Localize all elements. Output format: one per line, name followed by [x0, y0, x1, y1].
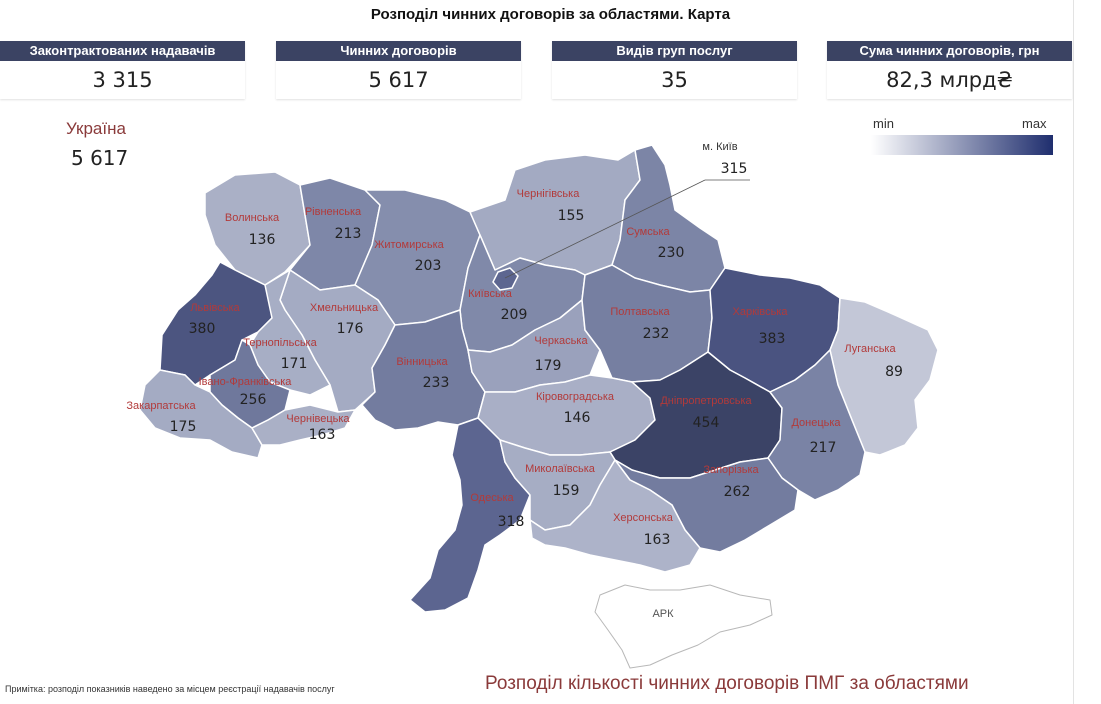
- kpi-value: 3 315: [92, 68, 153, 92]
- country-value: 5 617: [71, 146, 129, 170]
- region-label-zakarpatska: Закарпатська: [126, 400, 196, 412]
- region-label-ivano-frankivska: Івано-Франківська: [199, 376, 293, 388]
- region-label-dnipropetrovska: Дніпропетровська: [660, 395, 752, 407]
- region-value-poltavska: 232: [643, 326, 670, 342]
- region-label-kyiv-city: м. Київ: [702, 141, 737, 153]
- footnote: Примітка: розподіл показників наведено з…: [5, 684, 335, 694]
- kpi-value: 5 617: [368, 68, 429, 92]
- region-donetska[interactable]: [767, 349, 866, 501]
- kpi-card-contracts: Чинних договорів 5 617: [276, 41, 521, 99]
- legend-max-label: max: [1022, 116, 1047, 131]
- region-value-khmelnytska: 176: [337, 321, 364, 337]
- region-label-odeska: Одеська: [470, 492, 514, 504]
- region-chernivetska[interactable]: [251, 404, 356, 446]
- country-label: Україна: [66, 119, 126, 138]
- kpi-value: 35: [661, 68, 688, 92]
- kpi-label: Видів груп послуг: [552, 41, 797, 61]
- region-label-rivnenska: Рівненська: [305, 206, 362, 218]
- region-value-volynska: 136: [249, 232, 276, 248]
- region-label-chernihivska: Чернігівська: [517, 188, 581, 200]
- region-label-volynska: Волинська: [225, 212, 280, 224]
- region-value-dnipropetrovska: 454: [693, 415, 720, 431]
- region-ternopilska[interactable]: [249, 269, 331, 396]
- kpi-label: Чинних договорів: [276, 41, 521, 61]
- region-label-vinnytska: Вінницька: [396, 356, 448, 368]
- kpi-card-contract-sum: Сума чинних договорів, грн 82,3 млрд₴: [827, 41, 1072, 99]
- region-label-kirovohradska: Кіровоградська: [536, 391, 615, 403]
- region-label-zhytomyrska: Житомирська: [374, 239, 444, 251]
- region-value-sumska: 230: [658, 245, 685, 261]
- region-value-zakarpatska: 175: [170, 419, 197, 435]
- region-label-sumska: Сумська: [626, 226, 670, 238]
- region-label-luhanska: Луганська: [844, 343, 896, 355]
- region-value-ternopilska: 171: [281, 356, 308, 372]
- panel-divider: [1073, 0, 1074, 704]
- kyiv-callout-line: [504, 179, 706, 279]
- region-value-rivnenska: 213: [335, 226, 362, 242]
- kpi-value: 82,3 млрд₴: [886, 68, 1013, 92]
- region-label-khmelnytska: Хмельницька: [310, 302, 379, 314]
- region-label-mykolaivska: Миколаївська: [525, 463, 596, 475]
- kpi-label: Сума чинних договорів, грн: [827, 41, 1072, 61]
- region-value-zaporizka: 262: [724, 484, 751, 500]
- region-value-donetska: 217: [810, 440, 837, 456]
- kpi-card-service-groups: Видів груп послуг 35: [552, 41, 797, 99]
- region-label-khersonska: Херсонська: [613, 512, 674, 524]
- region-value-kharkivska: 383: [759, 331, 786, 347]
- region-value-luhanska: 89: [885, 364, 903, 380]
- region-value-cherkaska: 179: [535, 358, 562, 374]
- region-volynska[interactable]: [204, 171, 311, 286]
- region-label-zaporizka: Запорізька: [703, 464, 759, 476]
- region-khersonska[interactable]: [529, 459, 701, 573]
- region-label-cherkaska: Черкаська: [534, 335, 588, 347]
- region-value-chernivetska: 163: [309, 427, 336, 443]
- region-value-ivano-frankivska: 256: [240, 392, 267, 408]
- region-value-odeska: 318: [498, 514, 525, 530]
- region-kyiv-city[interactable]: [492, 267, 519, 291]
- region-value-mykolaivska: 159: [553, 483, 580, 499]
- region-label-poltavska: Полтавська: [610, 306, 670, 318]
- region-zakarpatska[interactable]: [139, 369, 263, 459]
- region-value-lvivska: 380: [189, 321, 216, 337]
- kpi-label: Законтрактованих надавачів: [0, 41, 245, 61]
- region-value-zhytomyrska: 203: [415, 258, 442, 274]
- region-label-lvivska: Львівська: [190, 302, 240, 314]
- region-label-donetska: Донецька: [791, 417, 841, 429]
- region-value-chernihivska: 155: [558, 208, 585, 224]
- region-value-kyiv-city: 315: [721, 161, 748, 177]
- legend-gradient-bar: [871, 135, 1053, 155]
- region-value-kirovohradska: 146: [564, 410, 591, 426]
- page-title: Розподіл чинних договорів за областями. …: [370, 6, 731, 23]
- region-label-chernivetska: Чернівецька: [286, 413, 350, 425]
- map-subtitle: Розподіл кількості чинних договорів ПМГ …: [485, 673, 969, 694]
- legend-min-label: min: [873, 116, 894, 131]
- region-label-ark: АРК: [652, 608, 674, 620]
- region-value-kyivska: 209: [501, 307, 528, 323]
- region-ark[interactable]: [594, 584, 773, 669]
- region-value-vinnytska: 233: [423, 375, 450, 391]
- region-label-kyivska: Київська: [468, 288, 513, 300]
- kpi-card-providers: Законтрактованих надавачів 3 315: [0, 41, 245, 99]
- region-label-ternopilska: Тернопільська: [243, 337, 317, 349]
- region-label-kharkivska: Харківська: [733, 306, 789, 318]
- region-value-khersonska: 163: [644, 532, 671, 548]
